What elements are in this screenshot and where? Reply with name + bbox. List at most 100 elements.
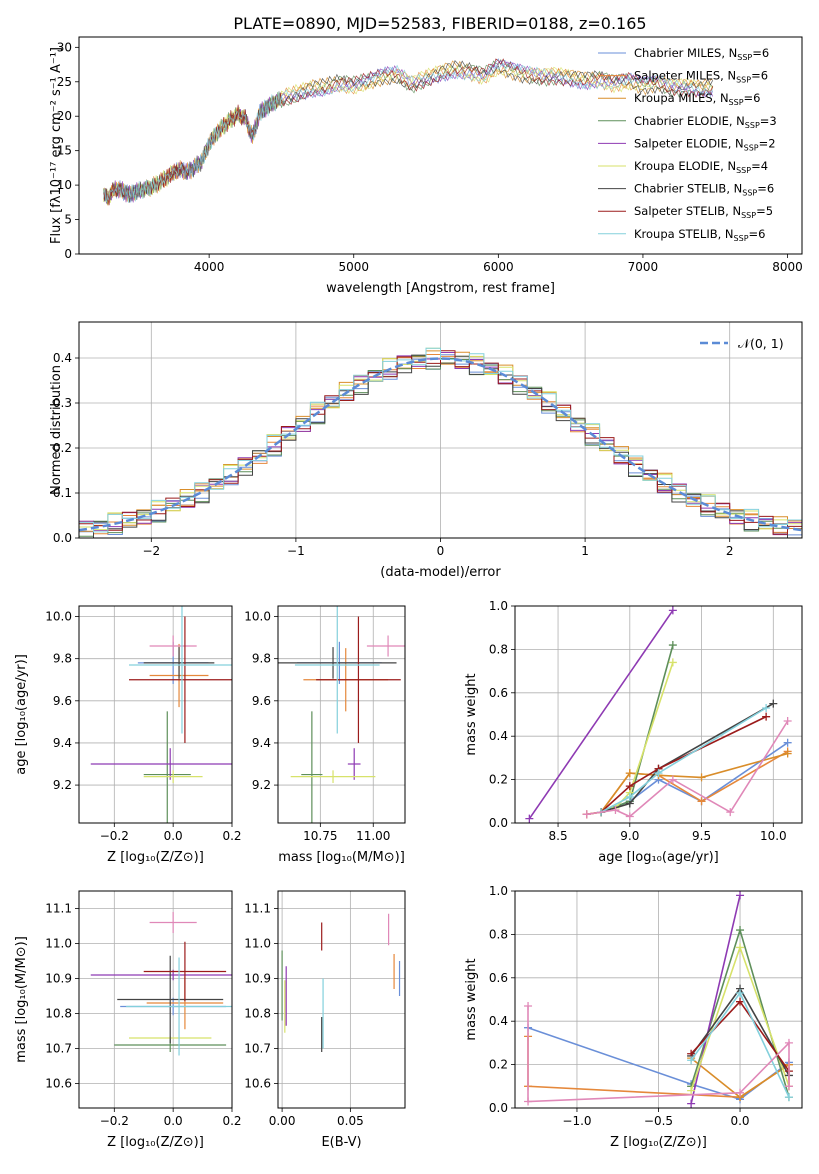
- weight-marker: [687, 1086, 696, 1095]
- plot-area: [103, 58, 714, 207]
- x-tick-label: 10.75: [303, 829, 337, 843]
- x-tick-label: 9.0: [620, 829, 639, 843]
- legend-label: Chabrier ELODIE, N: [634, 114, 745, 128]
- x-tick-label: 9.5: [692, 829, 711, 843]
- weight-marker: [762, 703, 771, 712]
- y-axis-label: mass [log₁₀(M/M⊙)]: [14, 936, 29, 1063]
- legend-entry: Kroupa MILES, NSSP=6: [634, 91, 760, 107]
- weight-marker: [784, 1082, 793, 1091]
- y-axis-label: age [log₁₀(age/yr)]: [14, 654, 29, 775]
- y-tick-label: 9.2: [252, 778, 271, 792]
- y-tick-label: 11.1: [244, 902, 271, 916]
- y-tick-label: 9.2: [53, 778, 72, 792]
- weight-marker: [769, 699, 778, 708]
- legend-suffix: =6: [744, 91, 761, 105]
- y-axis-label: Normed distribution: [49, 365, 64, 495]
- y-tick-label: 30: [57, 40, 72, 54]
- weight-marker: [525, 814, 534, 823]
- weight-line: [586, 720, 789, 818]
- legend-suffix: =6: [757, 182, 774, 196]
- chart-title: PLATE=0890, MJD=52583, FIBERID=0188, z=0…: [233, 14, 646, 33]
- y-tick-label: 11.1: [45, 902, 72, 916]
- y-tick-label: 9.8: [252, 652, 271, 666]
- weight-marker: [783, 749, 792, 758]
- y-tick-label: 10.7: [45, 1042, 72, 1056]
- legend-entry: Salpeter ELODIE, NSSP=2: [634, 136, 776, 152]
- x-tick-label: 8000: [772, 260, 803, 274]
- legend-subscript: SSP: [745, 121, 760, 130]
- axes-frame: [514, 605, 803, 824]
- weight-marker: [783, 738, 792, 747]
- x-axis-label: Z [log₁₀(Z/Z⊙)]: [107, 1135, 204, 1150]
- plot-area: [79, 347, 802, 538]
- y-tick-label: 25: [57, 75, 72, 89]
- legend-suffix: =2: [759, 136, 776, 150]
- x-tick-label: 10.0: [760, 829, 787, 843]
- legend-entry: 𝒩(0, 1): [738, 336, 784, 351]
- x-axis-label: (data-model)/error: [380, 565, 501, 580]
- weight-marker: [726, 808, 735, 817]
- model-spectrum-line: [103, 58, 714, 206]
- y-tick-label: 10.0: [244, 610, 271, 624]
- axes-frame: [78, 890, 233, 1109]
- legend-label: Kroupa STELIB, N: [634, 227, 734, 241]
- panel-mass-weight-vs-metallicity: −1.0 −0.5 0.0 0.0 0.2 0.4 0.6 0.8 1.0 Z [log₁₀(Z/…: [464, 884, 803, 1150]
- x-tick-label: −0.5: [644, 1114, 673, 1128]
- weight-marker: [736, 891, 745, 900]
- axes-frame: [78, 605, 233, 824]
- x-axis-label: E(B-V): [321, 1135, 361, 1150]
- y-tick-label: 9.8: [53, 652, 72, 666]
- x-axis-label: wavelength [Angstrom, rest frame]: [326, 281, 555, 296]
- y-tick-label: 9.4: [252, 736, 271, 750]
- legend-subscript: SSP: [736, 76, 751, 85]
- y-tick-label: 10.7: [244, 1042, 271, 1056]
- x-tick-label: 0.0: [164, 829, 183, 843]
- x-tick-label: 0.2: [222, 1114, 241, 1128]
- y-tick-label: 11.0: [45, 937, 72, 951]
- y-tick-label: 10.8: [244, 1007, 271, 1021]
- y-tick-label: 10.9: [244, 972, 271, 986]
- x-tick-label: 0: [437, 544, 445, 558]
- weight-marker: [524, 1002, 533, 1011]
- weight-marker: [668, 658, 677, 667]
- legend-subscript: SSP: [729, 98, 744, 107]
- y-tick-label: 0.8: [489, 927, 508, 941]
- weight-marker: [687, 1056, 696, 1065]
- y-tick-label: 11.0: [244, 937, 271, 951]
- weight-marker: [762, 712, 771, 721]
- legend-label: Salpeter MILES, N: [634, 69, 736, 83]
- y-tick-label: 0: [64, 247, 72, 261]
- plot-area: [281, 913, 401, 1052]
- weight-line: [600, 707, 767, 813]
- x-axis-label: age [log₁₀(age/yr)]: [598, 850, 719, 865]
- legend-subscript: SSP: [734, 234, 749, 243]
- x-tick-label: 0.0: [730, 1114, 749, 1128]
- legend-entry: Chabrier STELIB, NSSP=6: [634, 182, 774, 198]
- weight-line: [586, 750, 789, 816]
- residual-histogram: [93, 354, 788, 538]
- y-tick-label: 1.0: [489, 884, 508, 898]
- y-tick-label: 0.6: [489, 971, 508, 985]
- weight-marker: [611, 805, 620, 814]
- panel-mass-weight-vs-age: 8.5 9.0 9.5 10.0 0.0 0.2 0.4 0.6 0.8 1.0 age [log₁…: [464, 599, 803, 865]
- y-tick-label: 0.0: [489, 1101, 508, 1115]
- weight-line: [528, 609, 674, 820]
- weight-marker: [625, 782, 634, 791]
- weight-marker: [625, 792, 634, 801]
- axes-frame: [277, 605, 406, 824]
- y-tick-label: 0.0: [53, 531, 72, 545]
- y-tick-label: 0.1: [53, 486, 72, 500]
- y-tick-label: 0.2: [489, 773, 508, 787]
- legend-label: Salpeter ELODIE, N: [634, 136, 744, 150]
- x-tick-label: 0.0: [164, 1114, 183, 1128]
- y-tick-label: 10.8: [45, 1007, 72, 1021]
- panel-spectrum: 4000 5000 6000 7000 8000 0 5 10 15 20 25 30 waveleng…: [49, 36, 803, 296]
- y-tick-label: 10.6: [45, 1077, 72, 1091]
- legend-entry: Salpeter STELIB, NSSP=5: [634, 204, 773, 220]
- x-tick-label: 2: [726, 544, 734, 558]
- y-tick-label: 0.2: [489, 1058, 508, 1072]
- weight-marker: [784, 1093, 793, 1102]
- x-tick-label: 0.05: [337, 1114, 364, 1128]
- model-spectrum-line: [103, 62, 714, 203]
